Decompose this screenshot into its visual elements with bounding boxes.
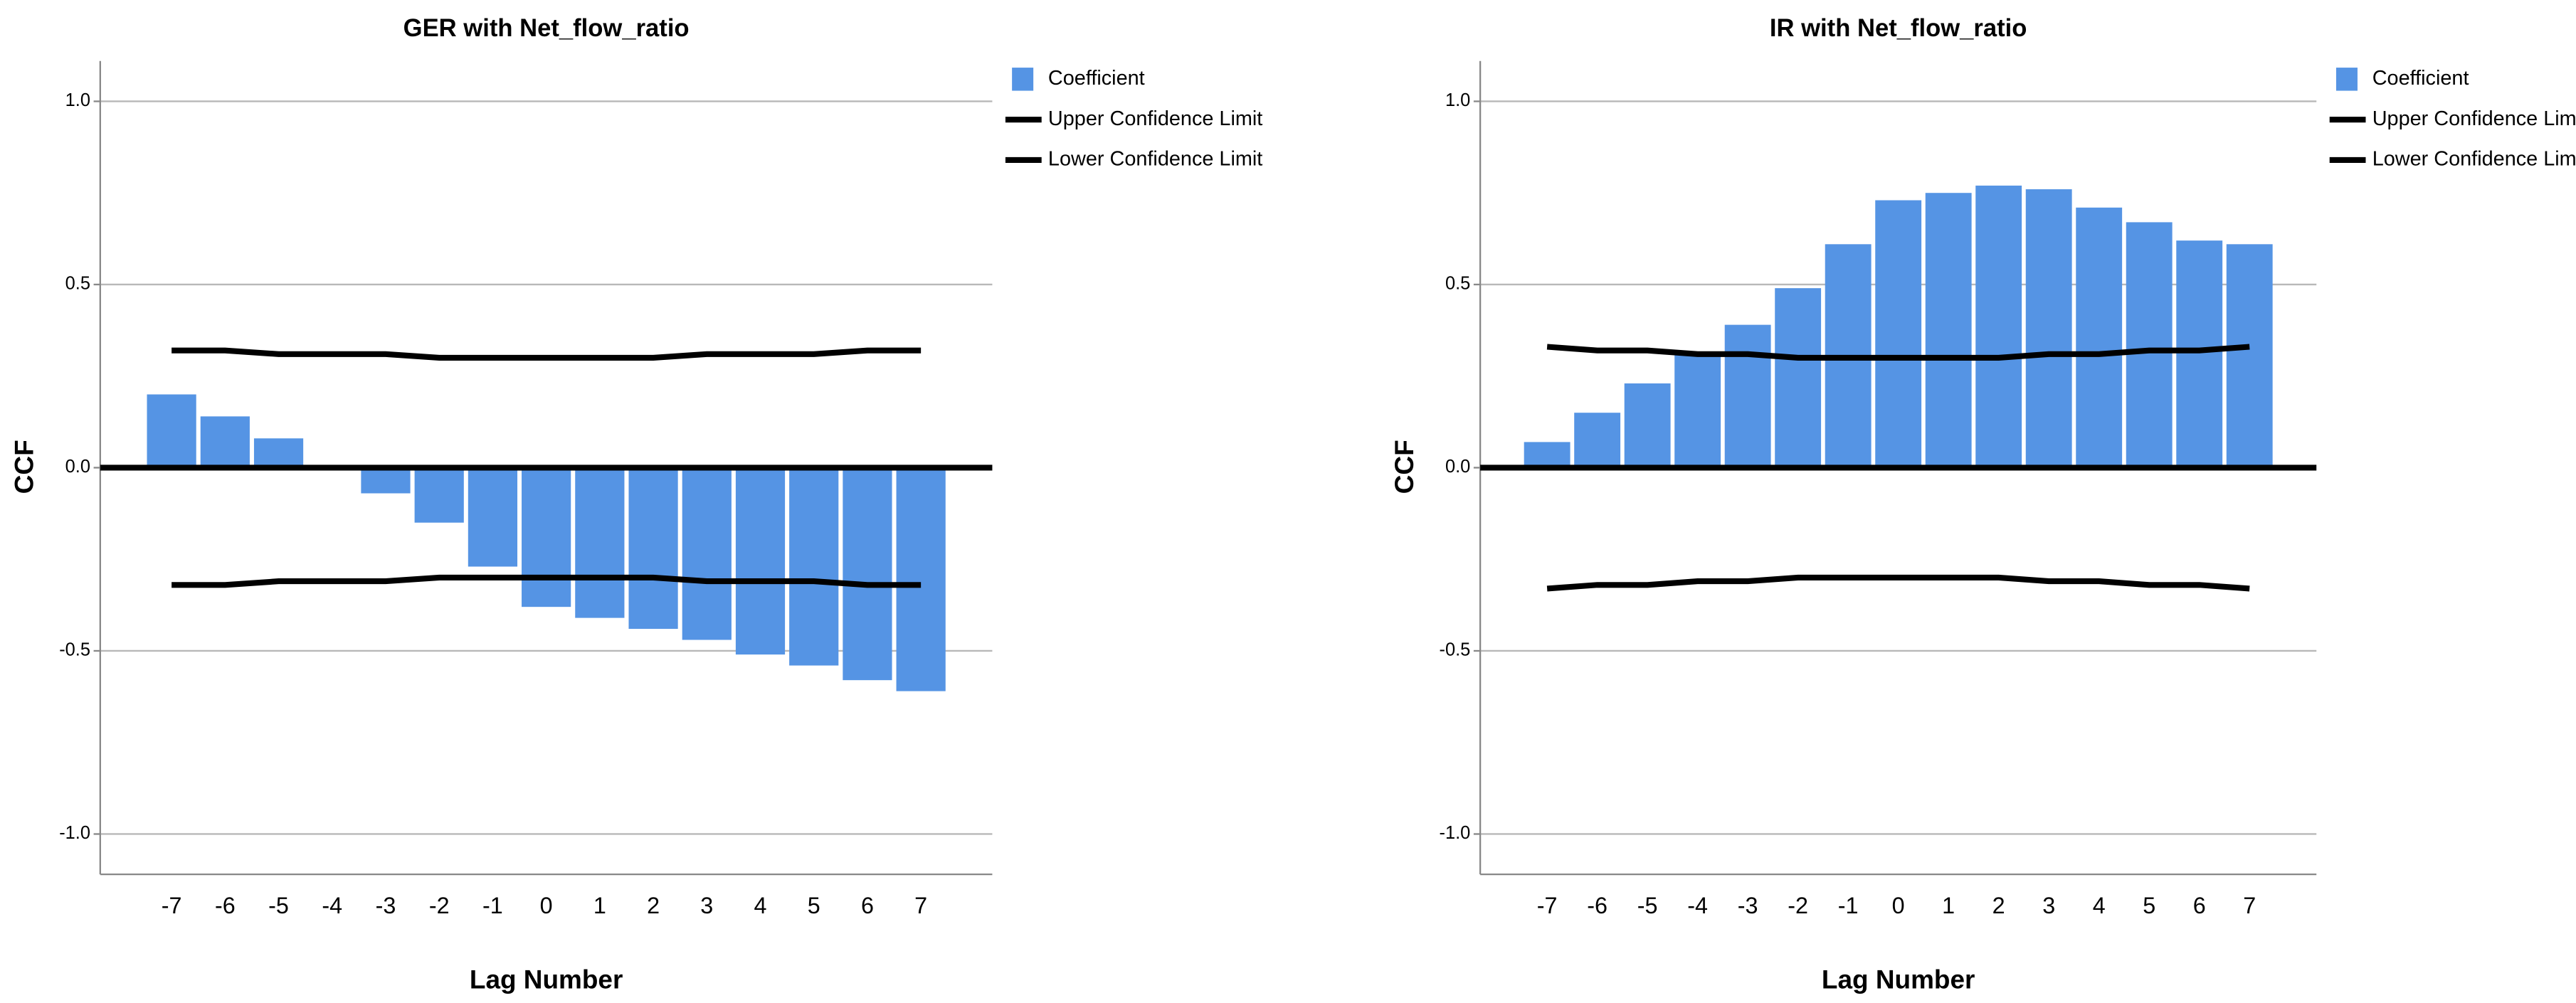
x-tick-label: 4 xyxy=(2093,893,2106,918)
bar xyxy=(2076,207,2123,468)
x-tick-label: -4 xyxy=(1687,893,1708,918)
bar xyxy=(361,467,411,494)
x-tick-label: 7 xyxy=(2243,893,2256,918)
x-tick-label: -7 xyxy=(1537,893,1558,918)
bar xyxy=(896,467,946,691)
x-tick-label: -5 xyxy=(268,893,289,918)
legend-label: Lower Confidence Limit xyxy=(1048,148,1262,171)
legend-label: Lower Confidence Limit xyxy=(2372,148,2576,171)
x-tick-label: -1 xyxy=(482,893,503,918)
x-tick-label: 3 xyxy=(2042,893,2055,918)
x-tick-label: 6 xyxy=(861,893,874,918)
bar xyxy=(522,467,571,607)
confidence-line xyxy=(1546,574,2250,592)
chart-title: GER with Net_flow_ratio xyxy=(403,15,690,42)
bar xyxy=(575,467,625,618)
confidence-line xyxy=(1546,344,2250,361)
y-tick-label: 1.0 xyxy=(65,90,90,110)
bar xyxy=(147,394,196,468)
bar xyxy=(253,438,304,468)
confidence-line xyxy=(171,347,922,361)
bar xyxy=(628,467,678,630)
y-axis-title: CCF xyxy=(9,440,39,494)
y-axis-title: CCF xyxy=(1389,440,1419,494)
y-tick-label: 0.0 xyxy=(65,457,90,477)
y-tick-label: 0.5 xyxy=(65,274,90,294)
x-tick-label: 2 xyxy=(647,893,660,918)
y-tick-label: -1.0 xyxy=(1440,823,1471,843)
x-tick-label: 6 xyxy=(2193,893,2206,918)
x-tick-label: 2 xyxy=(1992,893,2005,918)
bar xyxy=(1674,354,1721,468)
chart: IR with Net_flow_ratio Lag Number CCF -1.0 -… xyxy=(1389,15,2576,994)
bar xyxy=(2176,240,2223,468)
bar xyxy=(1724,324,1771,468)
bar xyxy=(2126,222,2173,468)
x-tick-label: -1 xyxy=(1838,893,1859,918)
x-tick-label: 3 xyxy=(700,893,713,918)
x-axis-title: Lag Number xyxy=(1822,965,1975,994)
x-tick-label: 0 xyxy=(540,893,553,918)
y-tick-label: 0.5 xyxy=(1445,274,1470,294)
bar xyxy=(1524,442,1571,468)
x-tick-label: 5 xyxy=(2143,893,2155,918)
legend-label: Upper Confidence Limit xyxy=(2372,107,2576,130)
x-tick-label: -3 xyxy=(376,893,396,918)
x-tick-label: -2 xyxy=(429,893,450,918)
bar xyxy=(414,467,464,523)
y-tick-label: -0.5 xyxy=(59,640,90,660)
bar xyxy=(1574,413,1621,468)
bar xyxy=(1775,288,1822,468)
x-tick-label: 4 xyxy=(754,893,767,918)
bar xyxy=(1925,193,1972,468)
bar xyxy=(735,467,786,655)
x-tick-label: 5 xyxy=(808,893,820,918)
x-tick-label: 0 xyxy=(1892,893,1905,918)
bar xyxy=(682,467,732,640)
bar xyxy=(2226,244,2273,468)
chart: GER with Net_flow_ratio Lag Number CCF -1.0… xyxy=(9,15,1263,994)
x-tick-label: -4 xyxy=(322,893,342,918)
y-tick-label: -1.0 xyxy=(59,823,90,843)
y-tick-label: 0.0 xyxy=(1445,457,1470,477)
x-tick-label: -5 xyxy=(1637,893,1658,918)
legend-swatch xyxy=(2335,68,2358,91)
x-tick-label: 7 xyxy=(914,893,927,918)
x-axis-title: Lag Number xyxy=(470,965,623,994)
chart-title: IR with Net_flow_ratio xyxy=(1770,15,2027,42)
bar xyxy=(468,467,518,567)
legend-label: Coefficient xyxy=(2372,67,2469,90)
y-tick-label: 1.0 xyxy=(1445,90,1470,110)
x-tick-label: -3 xyxy=(1738,893,1758,918)
bar xyxy=(200,416,250,468)
legend-label: Coefficient xyxy=(1048,67,1145,90)
bar xyxy=(789,467,839,666)
legend-swatch xyxy=(1012,68,1034,91)
x-tick-label: -2 xyxy=(1788,893,1808,918)
bar xyxy=(1624,383,1671,468)
x-tick-label: -6 xyxy=(1587,893,1608,918)
bar xyxy=(1875,200,1922,468)
bar xyxy=(1975,185,2022,468)
confidence-line xyxy=(171,574,922,588)
bar xyxy=(843,467,892,681)
bar xyxy=(2025,189,2072,468)
x-tick-label: -6 xyxy=(215,893,236,918)
legend-label: Upper Confidence Limit xyxy=(1048,107,1262,130)
x-tick-label: 1 xyxy=(593,893,606,918)
x-tick-label: 1 xyxy=(1942,893,1955,918)
y-tick-label: -0.5 xyxy=(1440,640,1471,660)
x-tick-label: -7 xyxy=(162,893,182,918)
